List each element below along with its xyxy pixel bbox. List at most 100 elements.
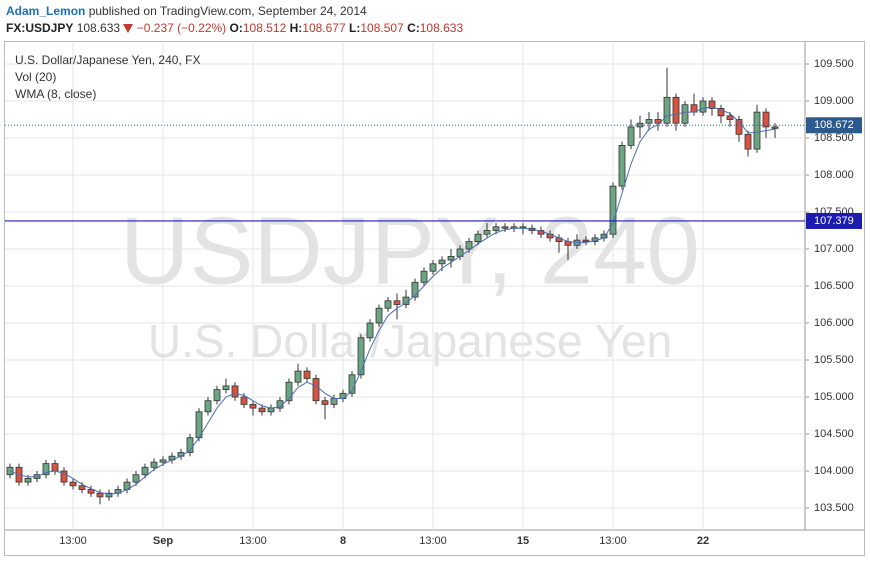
candle-body	[24, 477, 32, 483]
y-tick-label: 105.000	[814, 391, 854, 403]
down-arrow	[123, 24, 134, 33]
legend-title: U.S. Dollar/Japanese Yen, 240, FX	[15, 53, 200, 67]
price-label: 107.379	[814, 215, 854, 227]
watermark: U.S. Dollar/Japanese Yen	[148, 315, 672, 367]
candle-body	[762, 111, 770, 128]
quote-line: FX:USDJPY 108.633 −0.237 (−0.22%) O:108.…	[6, 20, 463, 37]
candle-body	[636, 122, 644, 128]
candle-body	[618, 144, 626, 187]
candle-body	[672, 96, 680, 124]
candle-body	[735, 119, 743, 135]
candle-body	[69, 481, 77, 487]
candle-body	[771, 126, 779, 129]
candle-body	[627, 126, 635, 146]
candle-body	[96, 492, 104, 498]
candle-body	[645, 119, 653, 124]
y-tick-label: 107.000	[814, 243, 854, 255]
x-tick-label: 13:00	[419, 535, 447, 547]
symbol: FX:USDJPY	[6, 21, 74, 35]
candle-body	[411, 281, 419, 298]
candle-body	[375, 307, 383, 324]
x-tick-label: 13:00	[599, 535, 627, 547]
candle-body	[663, 96, 671, 124]
candle-body	[105, 492, 113, 498]
candle-body	[699, 100, 707, 113]
author-link[interactable]: Adam_Lemon	[6, 4, 86, 18]
candle-body	[717, 108, 725, 117]
y-tick-label: 109.000	[814, 95, 854, 107]
price-label-box	[806, 117, 862, 134]
header: Adam_Lemon published on TradingView.com,…	[6, 3, 463, 37]
price-label-box	[806, 212, 862, 229]
watermark: USDJPY, 240	[120, 197, 700, 304]
legend-indicator: Vol (20)	[15, 70, 56, 84]
y-tick-label: 108.500	[814, 132, 854, 144]
candle-body	[582, 239, 590, 242]
candle-body	[78, 485, 86, 490]
low-label: L:	[349, 21, 361, 35]
candle-body	[753, 111, 761, 150]
candle-body	[708, 100, 716, 109]
high-label: H:	[289, 21, 303, 35]
open: 108.512	[242, 21, 287, 35]
candle-body	[258, 407, 266, 413]
candle-body	[330, 398, 338, 405]
x-tick-label: 13:00	[59, 535, 87, 547]
candle-body	[609, 185, 617, 235]
candle-body	[393, 300, 401, 305]
candle-body	[141, 466, 149, 476]
price-label: 108.672	[814, 119, 854, 131]
y-tick-label: 108.000	[814, 169, 854, 181]
close-label: C:	[407, 21, 420, 35]
candle-body	[60, 470, 68, 483]
candle-body	[186, 437, 194, 453]
frame	[4, 41, 865, 556]
publish-line: Adam_Lemon published on TradingView.com,…	[6, 3, 463, 20]
candle-body	[465, 241, 473, 250]
x-tick-label: 8	[340, 535, 346, 547]
y-tick-label: 106.000	[814, 317, 854, 329]
candle-body	[159, 459, 167, 463]
candle-body	[483, 230, 491, 235]
candle-body	[420, 270, 428, 283]
candle-body	[501, 226, 509, 229]
candle-body	[681, 104, 689, 124]
candle-body	[321, 400, 329, 405]
low: 108.507	[360, 21, 404, 35]
grid	[5, 41, 805, 531]
x-tick-label: 15	[517, 535, 529, 547]
candle-body	[303, 370, 311, 379]
candle-body	[744, 133, 752, 150]
candle-body	[726, 115, 734, 120]
legend-wma: WMA (8, close)	[15, 87, 96, 101]
wma-line	[9, 106, 776, 495]
candle-body	[42, 463, 50, 476]
candle-body	[294, 370, 302, 383]
candle-body	[51, 463, 59, 472]
candle-body	[384, 300, 392, 309]
y-tick-label: 103.500	[814, 502, 854, 514]
change: −0.237 (−0.22%)	[136, 21, 227, 35]
candle-body	[222, 385, 230, 390]
candle-body	[231, 385, 239, 398]
y-tick-label: 106.500	[814, 280, 854, 292]
candle-body	[213, 389, 221, 402]
y-tick-label: 105.500	[814, 354, 854, 366]
candle-body	[249, 403, 257, 409]
x-tick-label: Sep	[153, 535, 173, 547]
candle-body	[438, 259, 446, 265]
candle-body	[285, 381, 293, 402]
y-tick-label: 104.000	[814, 465, 854, 477]
candle-body	[474, 233, 482, 242]
x-tick-label: 22	[697, 535, 709, 547]
x-tick-label: 13:00	[239, 535, 267, 547]
candle-body	[312, 378, 320, 402]
candle-body	[429, 263, 437, 272]
candle-body	[339, 392, 347, 399]
last: 108.633	[76, 21, 121, 35]
candle-body	[366, 322, 374, 339]
candle-body	[150, 461, 158, 468]
open-label: O:	[229, 21, 243, 35]
